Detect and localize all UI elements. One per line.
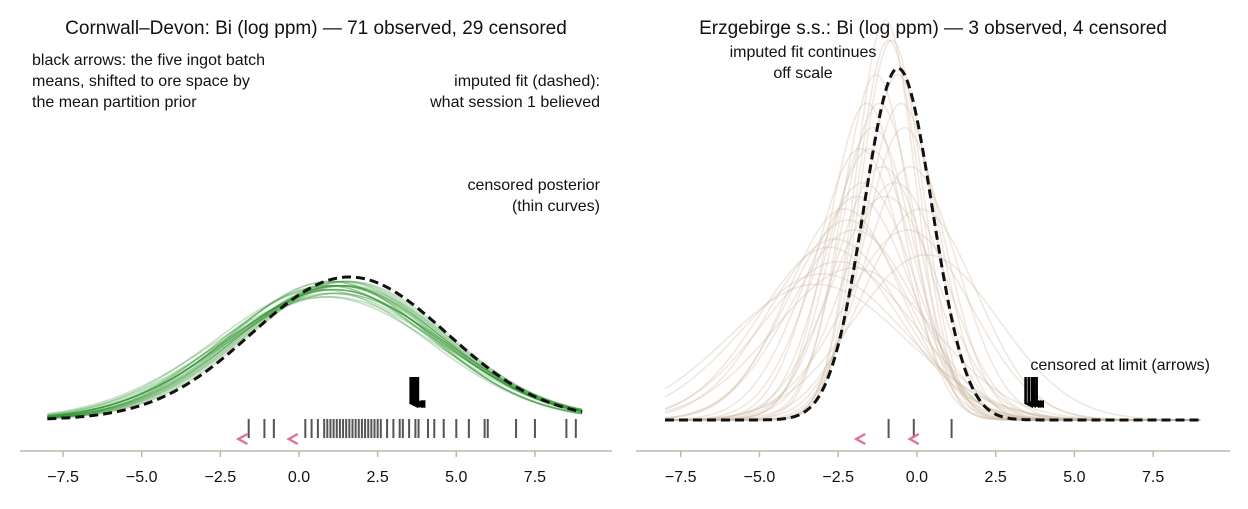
x-tick-label: 0.0 [288,469,310,486]
posterior-curve [47,280,583,419]
x-tick-label: −7.5 [47,469,79,486]
posterior-curve [47,292,583,417]
posterior-curve [47,284,583,419]
posterior-curve [47,284,583,418]
x-tick-label: 7.5 [524,469,546,486]
annotation: (thin curves) [512,198,600,215]
posterior-curve [47,292,583,417]
panel-title: Cornwall–Devon: Bi (log ppm) — 71 observ… [65,18,567,39]
censored-marker [235,432,248,446]
x-tick-label: −7.5 [665,469,697,486]
x-tick-label: 5.0 [445,469,467,486]
posterior-curve [47,284,583,419]
censored-marker [286,432,299,446]
annotation: black arrows: the five ingot batch [32,52,265,69]
posterior-curve [47,288,583,418]
annotation: imputed fit continues [730,44,877,61]
posterior-curve [47,296,583,415]
posterior-curve [47,292,583,417]
annotation: censored posterior [467,177,600,194]
posterior-curve [47,284,583,419]
censored-marker [853,432,866,446]
posterior-curve [47,280,583,419]
posterior-curve [47,284,583,419]
x-tick-label: −5.0 [126,469,158,486]
posterior-curve [47,296,583,416]
posterior-curve [664,260,1201,421]
x-tick-label: −2.5 [822,469,854,486]
x-tick-label: −5.0 [744,469,776,486]
annotation: means, shifted to ore space by [32,73,250,90]
panel-title: Erzgebirge s.s.: Bi (log ppm) — 3 observ… [699,18,1167,39]
posterior-curve [664,267,1201,421]
posterior-curve [47,288,583,416]
annotation: what session 1 believed [429,94,600,111]
x-tick-label: −2.5 [205,469,237,486]
x-tick-label: 5.0 [1063,469,1085,486]
posterior-curve [664,254,1201,421]
x-tick-label: 2.5 [985,469,1007,486]
posterior-curve [47,284,583,419]
censored-marker [907,432,920,446]
posterior-curve [47,280,583,420]
posterior-curve [47,288,583,418]
posterior-curve [47,288,583,418]
plot-area [664,19,1201,422]
x-tick-label: 2.5 [367,469,389,486]
annotation: censored at limit (arrows) [1030,357,1210,374]
x-tick-label: 7.5 [1142,469,1164,486]
imputed-fit-curve [664,66,1201,422]
posterior-curve [47,288,583,418]
posterior-curve [47,280,583,419]
posterior-curve [47,280,583,420]
posterior-curve [47,284,583,418]
plot-area [47,275,583,421]
x-tick-label: 0.0 [906,469,928,486]
posterior-curve [47,284,583,419]
annotation: imputed fit (dashed): [454,73,600,90]
annotation: the mean partition prior [32,94,197,111]
imputed-fit-curve [47,275,583,421]
posterior-curve [47,280,583,419]
posterior-curve [47,284,583,419]
annotation: off scale [773,65,832,82]
